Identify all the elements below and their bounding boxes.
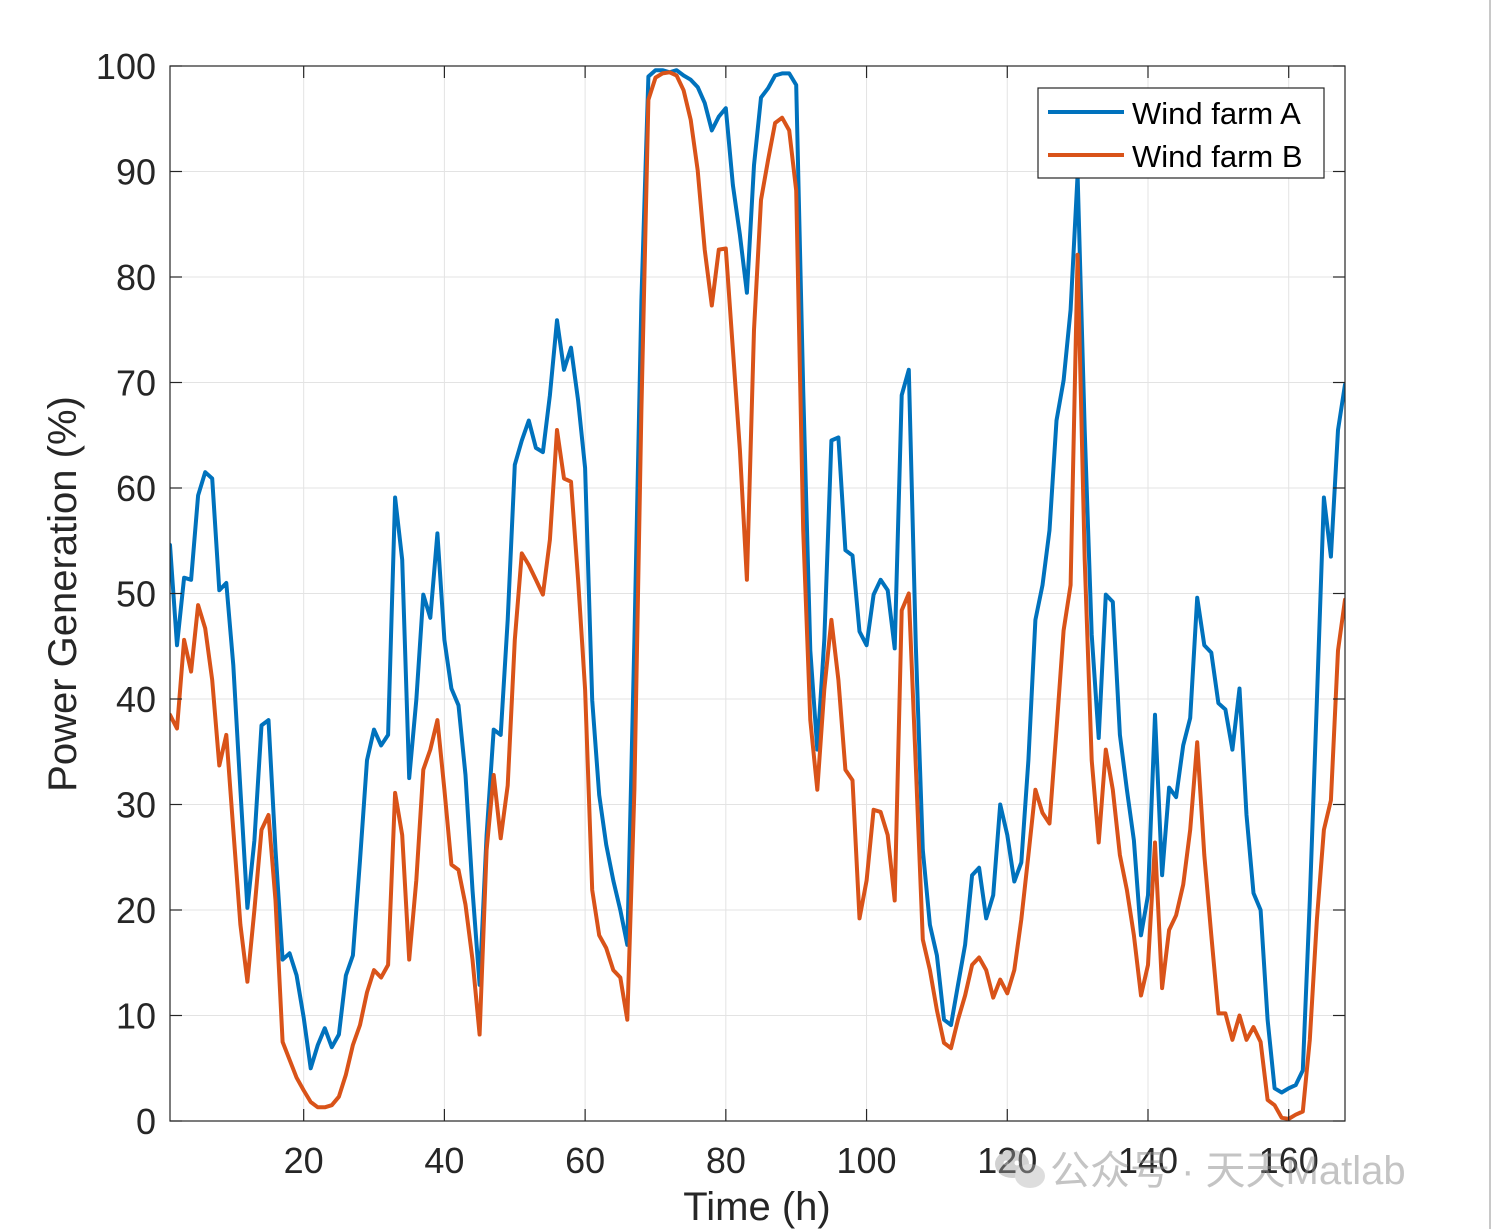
watermark: 公众号 · 天天Matlab	[995, 1149, 1406, 1193]
tick-labels: 0 10 20 30 40 50 60 70 80 90 100 20 40 60 80 100 120 140 1…	[96, 46, 1319, 1181]
x-tick-label: 40	[424, 1140, 464, 1181]
y-tick-label: 0	[136, 1101, 156, 1142]
series-line-wind-farm-a	[170, 68, 1345, 1095]
y-tick-label: 20	[116, 890, 156, 931]
x-axis-label: Time (h)	[683, 1185, 830, 1229]
legend-label-wind-farm-b: Wind farm B	[1132, 139, 1303, 174]
y-tick-label: 90	[116, 152, 156, 193]
tick-marks	[170, 65, 1345, 1122]
series-lines	[170, 68, 1345, 1121]
x-tick-label: 80	[706, 1140, 746, 1181]
x-tick-label: 120	[977, 1140, 1037, 1181]
y-tick-label: 70	[116, 363, 156, 404]
y-tick-label: 30	[116, 785, 156, 826]
legend: Wind farm A Wind farm B	[1037, 87, 1325, 179]
y-axis-label: Power Generation (%)	[41, 396, 85, 792]
x-tick-label: 20	[284, 1140, 324, 1181]
x-tick-label: 100	[837, 1140, 897, 1181]
x-tick-label: 140	[1118, 1140, 1178, 1181]
y-tick-label: 50	[116, 574, 156, 615]
y-tick-label: 80	[116, 257, 156, 298]
x-tick-label: 160	[1259, 1140, 1319, 1181]
y-tick-label: 10	[116, 996, 156, 1037]
legend-label-wind-farm-a: Wind farm A	[1132, 96, 1301, 131]
series-line-wind-farm-b	[170, 70, 1345, 1121]
watermark-text: 公众号 · 天天Matlab	[1050, 1149, 1406, 1193]
legend-box	[1037, 87, 1325, 179]
x-tick-label: 60	[565, 1140, 605, 1181]
y-tick-label: 60	[116, 468, 156, 509]
chat-bubbles-icon	[995, 1150, 1045, 1188]
y-tick-label: 100	[96, 46, 156, 87]
y-tick-label: 40	[116, 679, 156, 720]
